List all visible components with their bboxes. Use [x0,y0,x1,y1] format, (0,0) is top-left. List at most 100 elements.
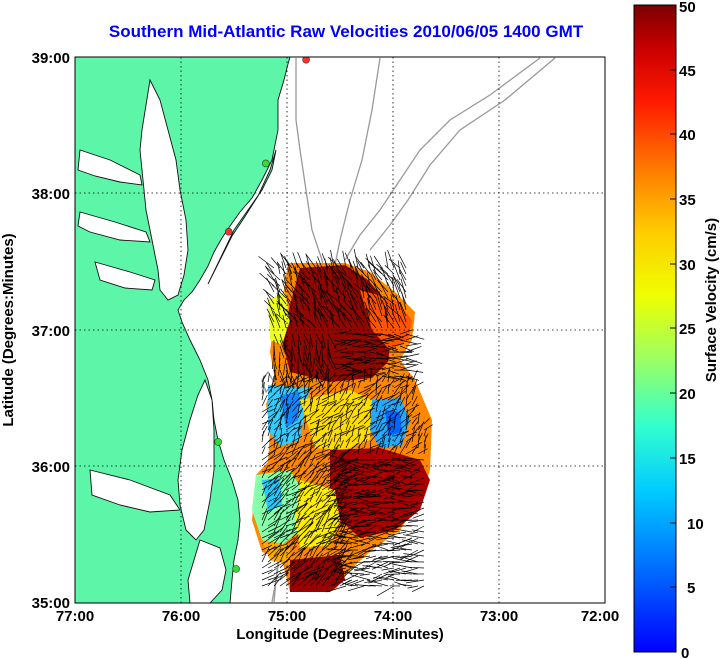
velocity-vector [351,507,365,516]
velocity-vector [309,357,313,368]
velocity-vector [318,375,323,393]
velocity-vector [337,315,347,329]
velocity-vector [267,548,284,563]
velocity-vector [273,413,286,425]
velocity-vector [351,368,354,383]
velocity-vector [347,585,365,592]
velocity-vector [375,400,379,413]
velocity-vector [279,541,298,551]
velocity-vector [386,476,407,485]
colorbar-label: Surface Velocity (cm/s) [703,218,720,382]
velocity-vector [333,480,344,497]
velocity-vector [368,543,389,549]
velocity-vector [395,295,401,311]
velocity-vector [285,286,293,299]
velocity-vector [405,446,419,455]
velocity-vector [339,429,354,437]
velocity-vector [402,483,419,494]
velocity-vector [388,575,401,581]
velocity-vector [376,585,395,597]
velocity-vector [391,477,407,488]
velocity-vector [377,280,389,293]
velocity-vector [387,345,399,351]
velocity-vector [381,405,386,419]
velocity-vector [369,362,384,365]
velocity-vector [399,459,419,468]
velocity-vector [303,451,313,467]
velocity-vector [357,444,361,455]
velocity-vector [403,553,425,557]
velocity-vector [393,343,405,347]
velocity-vector [298,284,311,299]
velocity-vector [338,304,353,317]
velocity-vector [273,433,286,443]
velocity-vector [339,351,355,355]
velocity-vector [357,339,374,346]
velocity-vector [307,319,317,329]
velocity-vector [405,357,423,365]
lat-tick-labels: 39:00 38:00 37:00 36:00 35:00 [32,50,70,612]
velocity-vector [405,342,422,347]
velocity-vector [340,507,359,515]
velocity-vector [390,294,395,311]
velocity-vector [297,450,307,461]
velocity-vector [321,443,331,449]
velocity-vector [387,333,401,340]
velocity-vector [393,263,401,281]
velocity-vector [281,280,287,293]
velocity-vector [387,444,397,455]
velocity-vector [357,489,377,496]
velocity-vector [287,261,293,281]
velocity-vector [350,574,371,581]
velocity-vector [399,373,405,383]
velocity-vector [363,438,368,449]
velocity-vector [309,453,325,461]
velocity-vector [309,379,324,389]
velocity-vector [369,279,383,293]
velocity-vector [315,261,323,275]
velocity-vector [399,375,414,381]
velocity-vector [332,287,341,299]
velocity-vector [261,446,266,455]
velocity-vector [276,300,287,311]
velocity-vector [303,486,313,497]
velocity-vector [423,428,428,437]
velocity-vector [370,555,383,563]
colorbar-tick: 5 [687,580,695,597]
velocity-vector [285,380,295,395]
velocity-vector [285,484,296,491]
velocity-vector [375,444,387,449]
velocity-vector [345,439,351,449]
velocity-vector [315,553,323,563]
velocity-vector [360,261,371,275]
velocity-vector [409,549,425,558]
velocity-vector [333,437,341,449]
velocity-vector [383,487,395,491]
lon-tick: 72:00 [581,608,619,625]
velocity-vector [297,369,305,383]
velocity-vector [393,390,407,401]
velocity-vector [339,439,344,449]
velocity-vector [285,576,299,587]
velocity-vector [347,584,359,587]
velocity-vector [280,288,293,305]
velocity-vector [315,371,318,383]
velocity-vector [321,409,330,419]
velocity-vector [339,477,359,483]
velocity-vector [315,529,337,539]
velocity-vector [333,363,353,366]
velocity-vector [361,274,371,293]
velocity-vector [333,339,351,345]
velocity-vector [423,444,427,455]
velocity-vector [366,316,377,329]
velocity-vector [372,573,383,580]
velocity-vector [300,293,311,305]
velocity-vector [357,354,371,359]
velocity-vector [364,463,377,467]
velocity-vector [284,255,293,275]
velocity-vector [279,386,286,401]
velocity-vector [340,271,347,287]
velocity-vector [417,433,420,449]
velocity-vector [407,539,425,545]
velocity-vector [291,345,296,362]
